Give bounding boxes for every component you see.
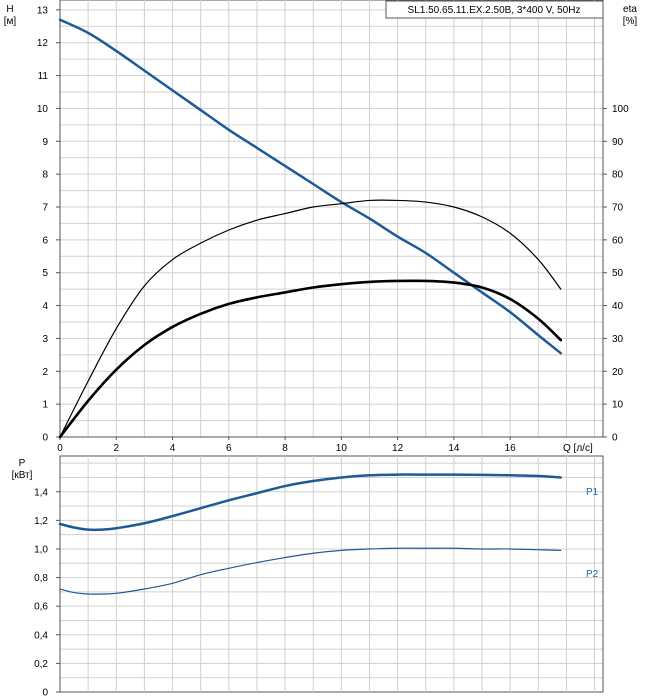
- head-axis-label-line1: H: [6, 4, 13, 15]
- power-tick-label: 0,2: [34, 659, 48, 670]
- power-axis-label-line2: [кВт]: [12, 470, 33, 481]
- flow-tick-label: 16: [505, 443, 517, 454]
- title-box: [385, 0, 604, 19]
- head-efficiency-curves: [58, 18, 563, 439]
- eta-axis-label-line1: eta: [623, 4, 637, 15]
- flow-tick-label: 8: [282, 443, 288, 454]
- power-tick-label: 1,0: [34, 544, 48, 555]
- efficiency-y-ticks: 0 10 20 30 40 50 60 70 80 90 100: [603, 104, 629, 444]
- efficiency-curve: [59, 199, 562, 438]
- eta-tick-label: 90: [612, 137, 624, 148]
- head-curve: [58, 18, 563, 355]
- eta-tick-label: 100: [612, 104, 629, 115]
- head-tick-label: 1: [42, 400, 48, 411]
- flow-tick-label: 6: [226, 443, 232, 454]
- power-tick-label: 1,2: [34, 516, 48, 527]
- eta-axis-label-line2: [%]: [623, 16, 638, 27]
- eta-tick-label: 40: [612, 301, 624, 312]
- flow-tick-label: 0: [57, 443, 63, 454]
- p1-curve: [58, 473, 563, 532]
- flow-tick-label: 12: [392, 443, 404, 454]
- eta-tick-label: 20: [612, 367, 624, 378]
- p2-legend-label: P2: [586, 569, 599, 580]
- head-tick-label: 10: [37, 104, 49, 115]
- power-tick-label: 0: [42, 688, 48, 699]
- head-tick-label: 4: [42, 301, 48, 312]
- head-tick-label: 7: [42, 203, 48, 214]
- power-curves: [58, 473, 563, 595]
- head-tick-label: 3: [42, 334, 48, 345]
- power-tick-label: 0,6: [34, 602, 48, 613]
- head-efficiency-grid: [59, 0, 604, 438]
- head-tick-label: 6: [42, 235, 48, 246]
- power-tick-label: 0,4: [34, 630, 48, 641]
- flow-tick-label: 2: [113, 443, 119, 454]
- head-tick-label: 11: [38, 71, 49, 82]
- head-tick-label: 12: [37, 38, 49, 49]
- flow-tick-label: 14: [448, 443, 460, 454]
- eta-tick-label: 0: [612, 433, 618, 444]
- power-tick-label: 1,4: [34, 487, 48, 498]
- head-axis-label-line2: [м]: [4, 16, 17, 27]
- head-tick-label: 9: [42, 137, 48, 148]
- head-tick-label: 8: [42, 170, 48, 181]
- head-tick-label: 0: [42, 433, 48, 444]
- flow-axis-label: Q [л/с]: [563, 443, 593, 454]
- power-grid: [59, 455, 604, 693]
- head-tick-label: 2: [42, 367, 48, 378]
- flow-x-ticks: 0 2 4 6 8 10 12 14 16: [57, 437, 516, 454]
- p2-curve: [59, 547, 562, 595]
- flow-tick-label: 4: [170, 443, 176, 454]
- power-tick-label: 0,8: [34, 573, 48, 584]
- power-axis-label-line1: P: [19, 458, 26, 469]
- eta-tick-label: 10: [612, 400, 624, 411]
- power-y-ticks: 0 0,2 0,4 0,6 0,8 1,0 1,2 1,4: [34, 487, 60, 699]
- chart-title: SL1.50.65.11.EX.2.50B, 3*400 V, 50Hz: [408, 5, 581, 16]
- p1-legend-label: P1: [586, 487, 599, 498]
- eta-tick-label: 30: [612, 334, 624, 345]
- eta-tick-label: 70: [612, 203, 624, 214]
- eta-tick-label: 60: [612, 235, 624, 246]
- npsh-curve: [58, 279, 563, 439]
- head-tick-label: 5: [42, 268, 48, 279]
- head-tick-label: 13: [37, 5, 49, 16]
- flow-tick-label: 10: [336, 443, 348, 454]
- eta-tick-label: 50: [612, 268, 624, 279]
- eta-tick-label: 80: [612, 170, 624, 181]
